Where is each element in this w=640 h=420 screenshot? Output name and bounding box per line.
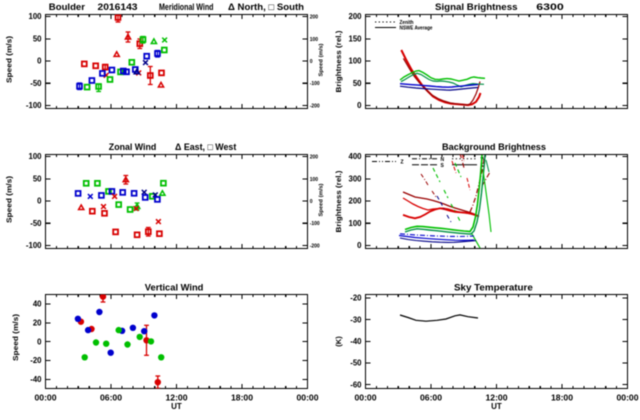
svg-text:N: N	[441, 157, 445, 163]
svg-text:Signal Brightness: Signal Brightness	[435, 2, 518, 12]
svg-text:Zonal Wind: Zonal Wind	[109, 142, 157, 152]
svg-text:200: 200	[348, 12, 362, 21]
svg-text:2016143: 2016143	[98, 2, 138, 12]
svg-text:50: 50	[33, 174, 42, 183]
svg-text:-60: -60	[350, 380, 362, 389]
svg-text:00:00: 00:00	[297, 394, 320, 403]
svg-text:Zenith: Zenith	[400, 20, 414, 26]
svg-text:UT: UT	[171, 402, 182, 411]
svg-text:0: 0	[357, 101, 362, 110]
svg-text:Δ North, □ South: Δ North, □ South	[228, 2, 304, 12]
svg-text:Brightness (rel.): Brightness (rel.)	[334, 30, 343, 93]
svg-text:00:00: 00:00	[35, 394, 58, 403]
svg-text:100: 100	[348, 57, 362, 66]
svg-text:NSWE Average: NSWE Average	[400, 26, 433, 32]
svg-text:150: 150	[348, 35, 362, 44]
svg-text:06:00: 06:00	[100, 394, 123, 403]
svg-text:18:00: 18:00	[551, 394, 574, 403]
svg-text:100: 100	[310, 177, 319, 183]
svg-text:-100: -100	[26, 241, 42, 250]
svg-text:Δ East, □ West: Δ East, □ West	[175, 142, 236, 152]
svg-text:Sky Temperature: Sky Temperature	[454, 283, 533, 293]
svg-text:-30: -30	[350, 315, 362, 324]
svg-text:-20: -20	[350, 294, 362, 303]
svg-text:Brightness (rel.): Brightness (rel.)	[334, 170, 343, 233]
svg-text:50: 50	[33, 35, 42, 44]
svg-text:400: 400	[348, 152, 362, 161]
svg-text:200: 200	[310, 155, 319, 161]
svg-text:06:00: 06:00	[420, 394, 443, 403]
svg-text:Speed (m/s): Speed (m/s)	[319, 43, 325, 76]
svg-text:Speed (m/s): Speed (m/s)	[7, 176, 14, 223]
svg-text:-100: -100	[310, 221, 320, 227]
svg-text:-50: -50	[350, 359, 362, 368]
svg-text:100: 100	[348, 219, 362, 228]
svg-text:-40: -40	[30, 375, 42, 384]
svg-text:Boulder: Boulder	[49, 2, 86, 12]
svg-text:-20: -20	[30, 356, 42, 365]
svg-text:-100: -100	[26, 101, 42, 110]
svg-text:200: 200	[310, 15, 319, 21]
svg-text:0: 0	[357, 241, 362, 250]
svg-text:200: 200	[348, 197, 362, 206]
svg-text:0: 0	[310, 199, 313, 205]
svg-text:00:00: 00:00	[617, 394, 640, 403]
svg-text:40: 40	[33, 300, 42, 309]
svg-text:0: 0	[37, 57, 42, 66]
svg-text:100: 100	[310, 37, 319, 43]
svg-text:-200: -200	[310, 104, 320, 110]
svg-text:0: 0	[37, 197, 42, 206]
svg-text:S: S	[441, 163, 445, 169]
svg-text:Speed (m/s): Speed (m/s)	[319, 183, 325, 216]
svg-text:-100: -100	[310, 81, 320, 87]
svg-text:UT: UT	[491, 402, 502, 411]
svg-text:Vertical Wind: Vertical Wind	[145, 283, 204, 293]
svg-text:-40: -40	[350, 337, 362, 346]
svg-text:Background Brightness: Background Brightness	[442, 142, 546, 152]
svg-text:12:00: 12:00	[166, 394, 189, 403]
svg-text:12:00: 12:00	[486, 394, 509, 403]
svg-text:Meridional Wind: Meridional Wind	[159, 2, 214, 12]
svg-text:100: 100	[28, 152, 42, 161]
svg-text:-50: -50	[30, 219, 42, 228]
svg-text:Speed (m/s): Speed (m/s)	[7, 36, 14, 83]
svg-text:6300: 6300	[536, 2, 564, 12]
svg-text:0: 0	[37, 337, 42, 346]
svg-text:0: 0	[310, 59, 313, 65]
svg-text:300: 300	[348, 174, 362, 183]
svg-text:(K): (K)	[334, 336, 343, 347]
svg-text:100: 100	[28, 12, 42, 21]
svg-text:-50: -50	[30, 79, 42, 88]
svg-text:Z: Z	[401, 160, 404, 166]
svg-text:Speed (m/s): Speed (m/s)	[13, 314, 20, 361]
svg-text:-200: -200	[310, 244, 320, 250]
svg-text:W: W	[481, 157, 486, 163]
svg-text:20: 20	[33, 318, 42, 327]
svg-text:00:00: 00:00	[355, 394, 378, 403]
svg-text:50: 50	[353, 79, 362, 88]
svg-text:18:00: 18:00	[231, 394, 254, 403]
